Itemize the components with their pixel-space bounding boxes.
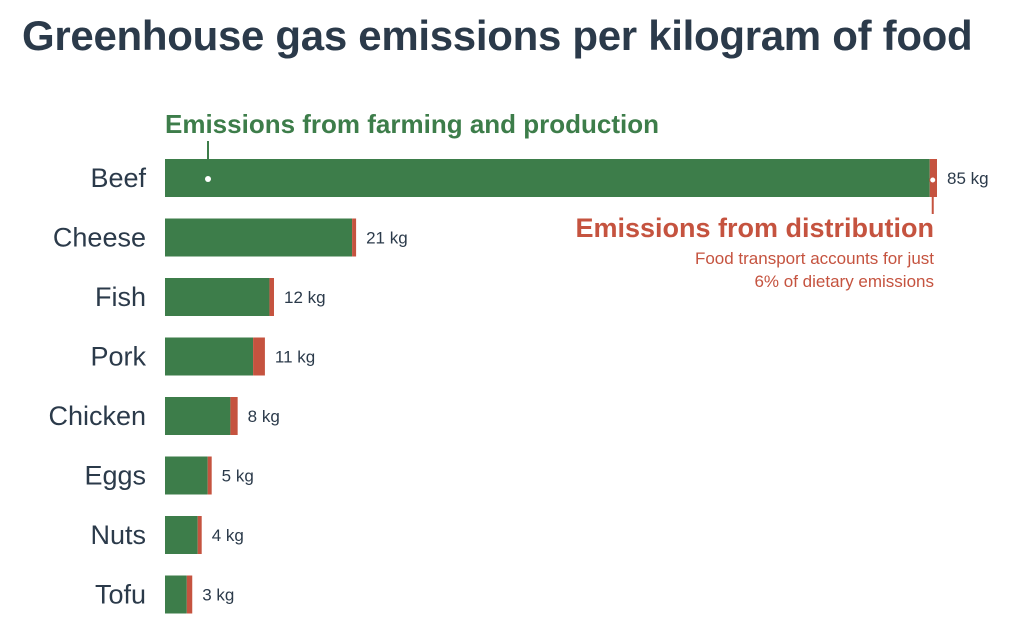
- value-label-beef: 85 kg: [947, 169, 989, 188]
- chart-title: Greenhouse gas emissions per kilogram of…: [22, 12, 973, 59]
- category-label-eggs: Eggs: [84, 461, 146, 491]
- annotations-layer: Emissions from farming and production Emi…: [165, 109, 937, 291]
- bar-farming-pork: [165, 337, 254, 376]
- bar-farming-nuts: [165, 516, 198, 554]
- bar-distribution-nuts: [197, 516, 202, 554]
- bar-farming-eggs: [165, 456, 208, 495]
- category-label-cheese: Cheese: [53, 223, 146, 253]
- category-label-pork: Pork: [90, 342, 146, 372]
- bar-distribution-pork: [253, 337, 265, 376]
- value-label-nuts: 4 kg: [212, 526, 244, 545]
- annotation-distribution-marker: [929, 176, 937, 184]
- annotation-farming-label: Emissions from farming and production: [165, 109, 659, 139]
- bar-distribution-cheese: [352, 218, 357, 257]
- bar-farming-tofu: [165, 575, 187, 614]
- value-label-pork: 11 kg: [275, 348, 315, 367]
- bar-distribution-tofu: [186, 575, 193, 614]
- value-label-chicken: 8 kg: [248, 407, 280, 426]
- annotation-distribution-label: Emissions from distribution: [575, 213, 934, 243]
- annotation-distribution-note-line: Food transport accounts for just: [695, 249, 934, 268]
- value-label-fish: 12 kg: [284, 288, 326, 307]
- category-label-beef: Beef: [90, 163, 146, 193]
- value-label-eggs: 5 kg: [222, 467, 254, 486]
- bar-distribution-chicken: [230, 397, 238, 435]
- category-label-tofu: Tofu: [95, 580, 146, 610]
- value-label-tofu: 3 kg: [202, 586, 234, 605]
- bars-layer: Beef 85 kg Cheese 21 kg Fish 12 kg Pork 11 kg Ch…: [48, 159, 989, 614]
- annotation-distribution-note-line: 6% of dietary emissions: [754, 272, 934, 291]
- bar-distribution-fish: [269, 278, 274, 316]
- bar-farming-fish: [165, 278, 270, 316]
- category-label-fish: Fish: [95, 282, 146, 312]
- value-label-cheese: 21 kg: [366, 229, 408, 248]
- annotation-farming-marker: [205, 176, 211, 182]
- category-label-chicken: Chicken: [48, 401, 146, 431]
- bar-farming-beef: [165, 159, 930, 197]
- bar-distribution-eggs: [207, 456, 212, 495]
- bar-farming-chicken: [165, 397, 231, 435]
- category-label-nuts: Nuts: [90, 520, 146, 550]
- bar-farming-cheese: [165, 218, 353, 257]
